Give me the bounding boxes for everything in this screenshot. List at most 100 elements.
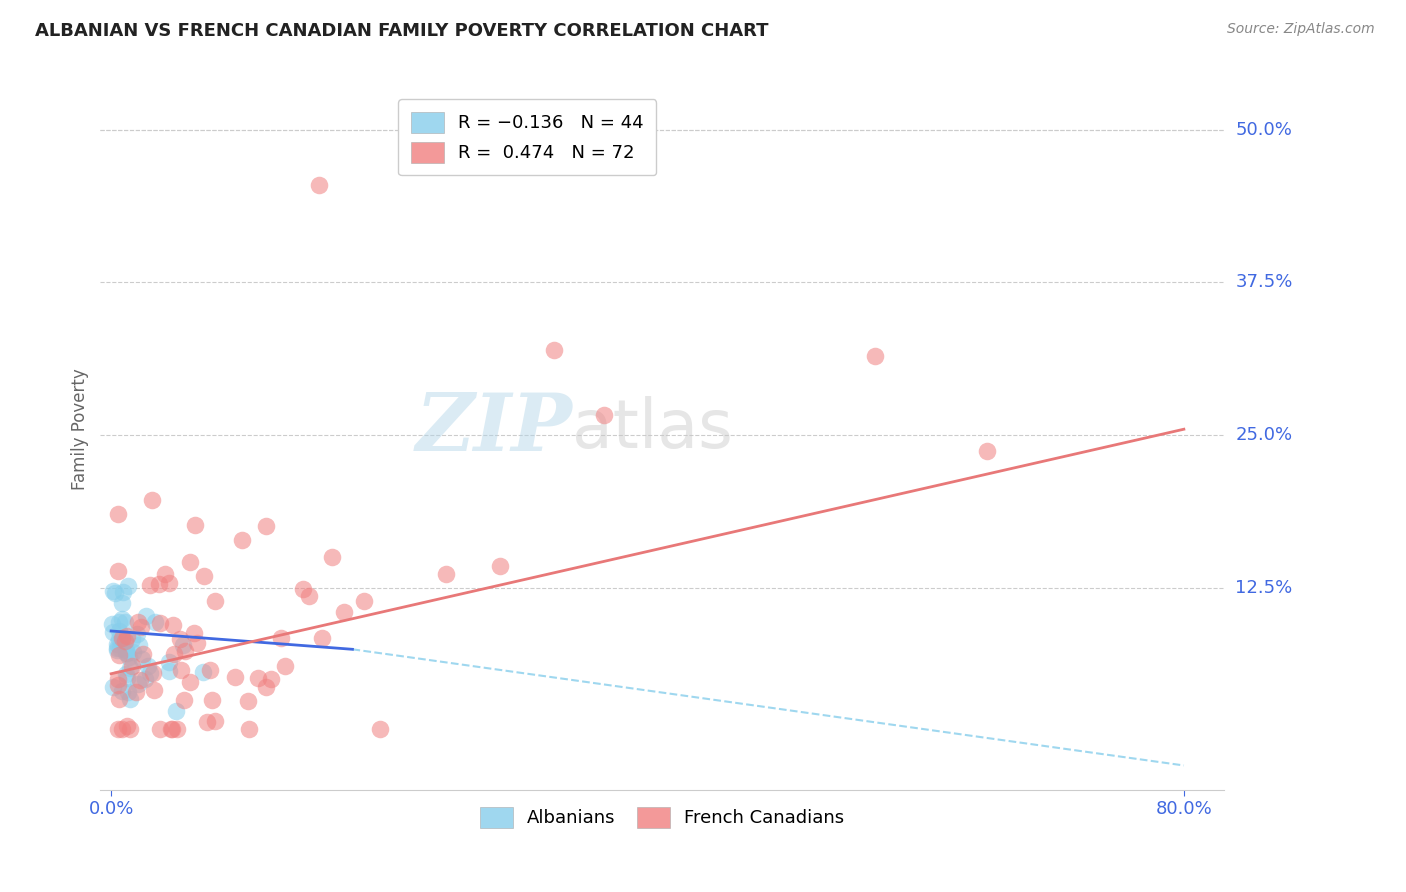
Point bbox=[115, 629, 138, 643]
Point bbox=[136, 659, 159, 673]
Point bbox=[108, 615, 131, 629]
Point bbox=[129, 673, 152, 687]
Point bbox=[184, 517, 207, 532]
Point bbox=[118, 650, 141, 665]
Point bbox=[142, 665, 165, 680]
Point bbox=[298, 589, 321, 603]
Text: atlas: atlas bbox=[572, 396, 733, 462]
Point bbox=[157, 655, 180, 669]
Point bbox=[543, 343, 565, 357]
Point bbox=[111, 722, 134, 736]
Legend: Albanians, French Canadians: Albanians, French Canadians bbox=[472, 800, 852, 835]
Text: 25.0%: 25.0% bbox=[1236, 426, 1292, 444]
Point bbox=[160, 722, 183, 736]
Point bbox=[124, 685, 146, 699]
Point bbox=[143, 682, 166, 697]
Point bbox=[121, 658, 143, 673]
Point bbox=[101, 624, 124, 639]
Point bbox=[865, 349, 887, 363]
Text: Source: ZipAtlas.com: Source: ZipAtlas.com bbox=[1227, 22, 1375, 37]
Point bbox=[353, 594, 375, 608]
Text: 37.5%: 37.5% bbox=[1236, 274, 1292, 292]
Point bbox=[236, 694, 259, 708]
Point bbox=[132, 647, 155, 661]
Point bbox=[274, 659, 297, 673]
Point bbox=[122, 645, 145, 659]
Point bbox=[157, 575, 180, 590]
Point bbox=[101, 617, 124, 632]
Point bbox=[101, 680, 124, 694]
Point bbox=[179, 555, 201, 569]
Point bbox=[291, 582, 314, 597]
Point bbox=[107, 624, 129, 638]
Point bbox=[138, 578, 160, 592]
Point bbox=[157, 665, 180, 679]
Point bbox=[108, 692, 131, 706]
Point bbox=[179, 674, 201, 689]
Point bbox=[321, 549, 343, 564]
Point bbox=[107, 507, 129, 521]
Point bbox=[173, 692, 195, 706]
Point bbox=[246, 671, 269, 685]
Point bbox=[193, 665, 215, 680]
Point bbox=[107, 648, 129, 662]
Point bbox=[111, 631, 134, 645]
Point bbox=[153, 567, 176, 582]
Point bbox=[111, 633, 134, 648]
Point bbox=[115, 646, 138, 660]
Point bbox=[148, 577, 170, 591]
Point bbox=[201, 693, 224, 707]
Point bbox=[165, 704, 187, 718]
Point bbox=[254, 519, 277, 533]
Point bbox=[976, 444, 998, 458]
Point bbox=[193, 569, 215, 583]
Point bbox=[172, 638, 194, 652]
Point bbox=[117, 671, 139, 685]
Point bbox=[174, 644, 197, 658]
Point bbox=[131, 652, 153, 666]
Point bbox=[333, 605, 356, 619]
Point bbox=[162, 647, 184, 661]
Point bbox=[120, 722, 142, 736]
Point bbox=[186, 636, 208, 650]
Point bbox=[308, 178, 330, 192]
Point bbox=[105, 641, 128, 656]
Point bbox=[149, 616, 172, 631]
Point bbox=[311, 631, 333, 645]
Point bbox=[105, 643, 128, 657]
Point bbox=[231, 533, 253, 547]
Point bbox=[127, 677, 149, 691]
Text: 12.5%: 12.5% bbox=[1236, 579, 1292, 597]
Point bbox=[117, 579, 139, 593]
Point bbox=[111, 612, 134, 626]
Point bbox=[368, 722, 391, 736]
Point bbox=[204, 714, 226, 728]
Point bbox=[127, 615, 149, 629]
Point bbox=[115, 719, 138, 733]
Point bbox=[101, 583, 124, 598]
Point bbox=[170, 664, 193, 678]
Point bbox=[238, 722, 260, 736]
Point bbox=[125, 626, 148, 640]
Point bbox=[183, 625, 205, 640]
Point bbox=[118, 660, 141, 674]
Point bbox=[114, 615, 136, 629]
Point bbox=[259, 672, 281, 686]
Point bbox=[114, 643, 136, 657]
Point bbox=[162, 617, 184, 632]
Point bbox=[129, 620, 152, 634]
Point bbox=[103, 586, 125, 600]
Y-axis label: Family Poverty: Family Poverty bbox=[72, 368, 89, 490]
Point bbox=[114, 634, 136, 648]
Point bbox=[270, 631, 292, 645]
Point bbox=[107, 564, 129, 578]
Point bbox=[198, 663, 221, 677]
Point bbox=[135, 609, 157, 624]
Point bbox=[107, 673, 129, 687]
Point bbox=[128, 638, 150, 652]
Point bbox=[117, 685, 139, 699]
Point bbox=[108, 632, 131, 646]
Point bbox=[166, 722, 188, 736]
Point bbox=[160, 722, 183, 736]
Point bbox=[105, 637, 128, 651]
